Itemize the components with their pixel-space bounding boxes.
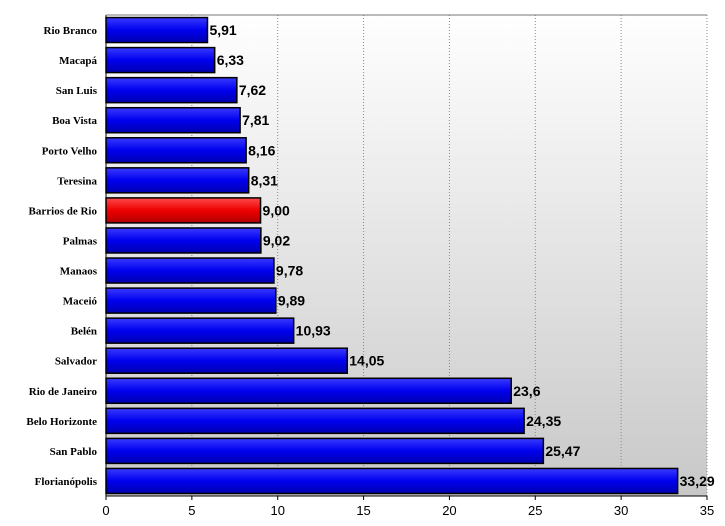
data-label: 23,6 (513, 383, 540, 399)
bar (105, 197, 262, 224)
category-label: Florianópolis (35, 476, 98, 488)
data-label: 9,89 (278, 293, 305, 309)
bar (105, 437, 545, 465)
bar (105, 287, 277, 314)
category-labels: Rio Branco Macapá San Luis Boa Vista Porto V… (26, 25, 97, 488)
category-label: San Pablo (50, 446, 98, 458)
bar (105, 317, 295, 344)
category-label: Macapá (59, 55, 97, 67)
category-label: San Luis (56, 85, 98, 97)
data-label: 10,93 (296, 323, 331, 339)
x-axis-ticks: 0 5 10 15 20 25 30 35 (102, 496, 714, 518)
x-tick-label: 20 (442, 503, 456, 518)
x-tick-label: 5 (188, 503, 195, 518)
x-tick-label: 35 (700, 503, 714, 518)
data-label: 9,02 (263, 232, 290, 248)
category-label: Manaos (60, 266, 98, 278)
category-label: Rio Branco (44, 25, 98, 37)
x-tick-label: 30 (614, 503, 628, 518)
category-label: Teresina (57, 175, 97, 187)
data-label: 9,00 (263, 202, 290, 218)
value-labels: 5,91 6,33 7,62 7,81 8,16 8,31 9,00 9,02 9,78 9,89… (209, 22, 714, 489)
category-label: Rio de Janeiro (29, 386, 98, 398)
category-label: Porto Velho (42, 145, 98, 157)
bars (105, 16, 679, 495)
data-label: 5,91 (209, 22, 236, 38)
bar (105, 377, 512, 405)
bar (105, 347, 349, 374)
bar (105, 167, 250, 194)
data-label: 6,33 (217, 52, 244, 68)
category-label: Belo Horizonte (26, 416, 97, 428)
category-label: Boa Vista (52, 115, 97, 127)
bar (105, 46, 216, 74)
x-tick-label: 25 (528, 503, 542, 518)
x-tick-label: 10 (270, 503, 284, 518)
data-label: 14,05 (349, 353, 384, 369)
category-label: Salvador (55, 356, 97, 368)
category-label: Maceió (63, 296, 98, 308)
data-label: 7,81 (242, 112, 269, 128)
category-label: Palmas (63, 235, 98, 247)
x-tick-label: 15 (356, 503, 370, 518)
category-label: Belén (71, 326, 97, 338)
data-label: 8,31 (251, 172, 278, 188)
gridlines (191, 15, 708, 496)
category-label: Barrios de Rio (29, 205, 98, 217)
data-label: 33,29 (680, 473, 715, 489)
data-label: 25,47 (545, 443, 580, 459)
bar (105, 227, 262, 254)
bar (105, 467, 679, 495)
bar (105, 16, 209, 44)
bar (105, 257, 275, 284)
bar (105, 106, 241, 134)
bar (105, 407, 525, 435)
data-label: 7,62 (239, 82, 266, 98)
bar (105, 137, 247, 164)
data-label: 9,78 (276, 263, 303, 279)
data-label: 24,35 (526, 413, 561, 429)
bar (105, 76, 238, 104)
data-label: 8,16 (248, 142, 275, 158)
x-tick-label: 0 (102, 503, 109, 518)
